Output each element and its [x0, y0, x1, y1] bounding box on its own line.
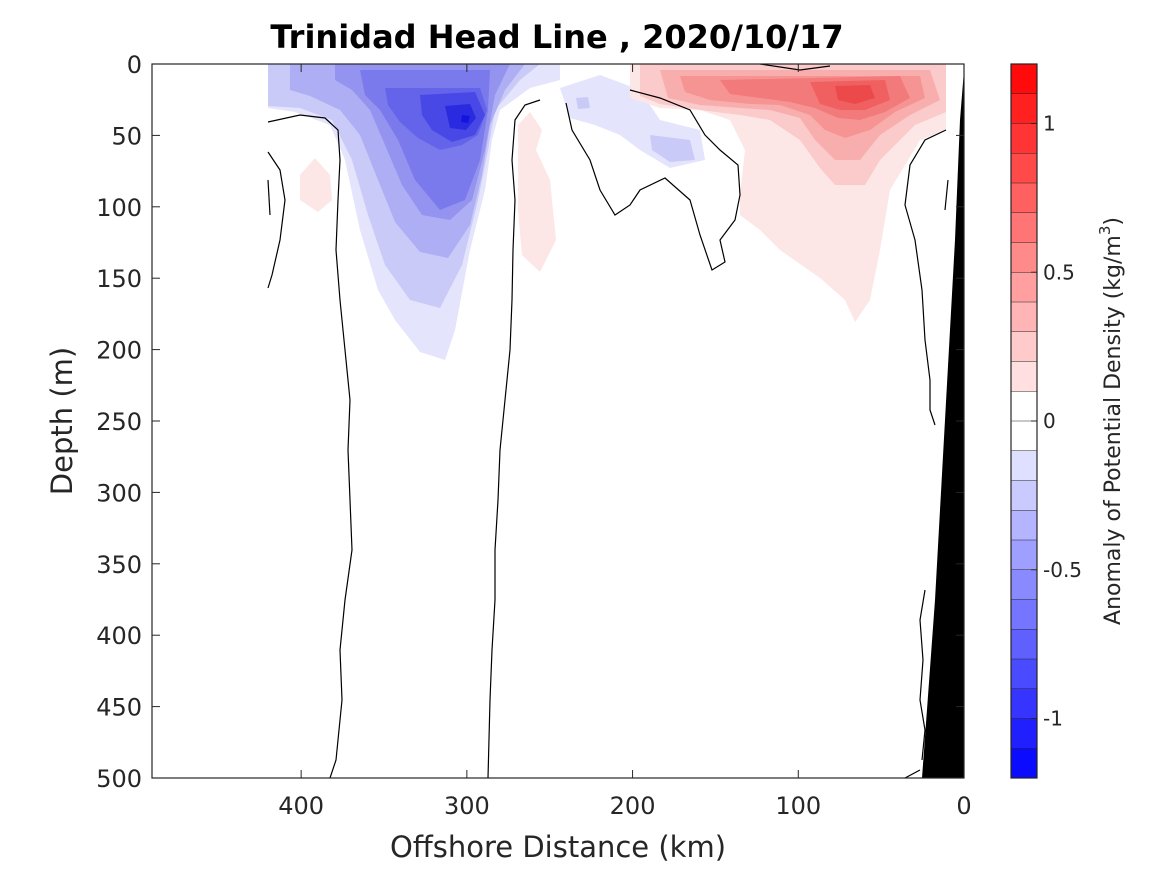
x-tick-label: 0: [956, 792, 971, 820]
colorbar-level: [1011, 599, 1037, 630]
colorbar-level: [1011, 748, 1037, 779]
colorbar-level: [1011, 659, 1037, 690]
colorbar-level: [1011, 688, 1037, 719]
y-tick-label: 250: [96, 408, 142, 436]
colorbar-level: [1011, 540, 1037, 571]
colorbar-level: [1011, 510, 1037, 541]
colorbar-label-base: Anomaly of Potential Density (kg/m: [1101, 235, 1126, 625]
negative-anomaly-region: [268, 64, 705, 360]
colorbar-label: Anomaly of Potential Density (kg/m3): [1096, 217, 1126, 625]
colorbar-tick-label: 1: [1043, 112, 1056, 136]
x-axis-label: Offshore Distance (km): [390, 830, 726, 864]
colorbar-level: [1011, 391, 1037, 422]
chart-title: Trinidad Head Line , 2020/10/17: [270, 18, 843, 56]
plot-area: [152, 64, 964, 778]
y-tick-label: 150: [96, 265, 142, 293]
colorbar-level: [1011, 421, 1037, 452]
colorbar-level: [1011, 272, 1037, 303]
colorbar-level: [1011, 64, 1037, 95]
y-tick-label: 500: [96, 765, 142, 793]
y-tick-label: 50: [111, 122, 142, 150]
x-tick-label: 200: [610, 792, 656, 820]
colorbar-label-sup: 3: [1096, 226, 1114, 236]
x-tick-label: 100: [775, 792, 821, 820]
positive-anomaly-region: [300, 64, 946, 322]
colorbar-level: [1011, 331, 1037, 362]
colorbar-level: [1011, 718, 1037, 749]
y-tick-label: 400: [96, 622, 142, 650]
y-axis: 0 50 100 150 200 250 300 350 400 450 500: [96, 51, 964, 793]
colorbar-level: [1011, 242, 1037, 273]
colorbar-level: [1011, 450, 1037, 481]
colorbar-level: [1011, 361, 1037, 392]
colorbar-label-end: ): [1101, 217, 1126, 226]
y-tick-label: 200: [96, 337, 142, 365]
colorbar-level: [1011, 212, 1037, 243]
colorbar-tick-label: -0.5: [1043, 558, 1082, 582]
y-tick-label: 450: [96, 694, 142, 722]
y-tick-label: 350: [96, 551, 142, 579]
colorbar-level: [1011, 183, 1037, 214]
zero-contour-lines: [267, 64, 949, 778]
bathymetry-mask: [922, 70, 964, 778]
y-tick-label: 300: [96, 479, 142, 507]
colorbar-tick-label: 0: [1043, 409, 1056, 433]
x-tick-label: 400: [278, 792, 324, 820]
colorbar-level: [1011, 93, 1037, 124]
colorbar-level: [1011, 302, 1037, 333]
y-tick-label: 100: [96, 194, 142, 222]
y-axis-label: Depth (m): [45, 347, 79, 495]
colorbar-level: [1011, 480, 1037, 511]
colorbar-level: [1011, 629, 1037, 660]
x-axis: 400 300 200 100 0: [278, 64, 972, 820]
colorbar-tick-label: 0.5: [1043, 260, 1075, 284]
colorbar-level: [1011, 153, 1037, 184]
colorbar-tick-label: -1: [1043, 707, 1063, 731]
colorbar: [1011, 63, 1037, 779]
y-tick-label: 0: [127, 51, 142, 79]
colorbar-level: [1011, 123, 1037, 154]
colorbar-ticks: -1 -0.5 0 0.5 1: [1031, 112, 1082, 731]
x-tick-label: 300: [444, 792, 490, 820]
colorbar-level: [1011, 569, 1037, 600]
